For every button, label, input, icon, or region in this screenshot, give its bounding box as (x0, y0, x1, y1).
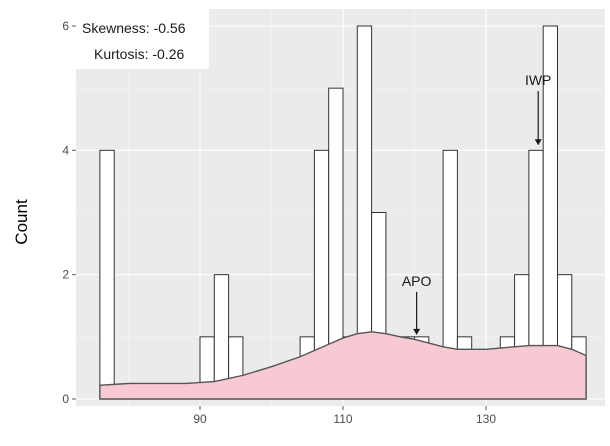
annotation-label: APO (402, 273, 432, 289)
x-tick-label: 130 (476, 412, 496, 426)
kurtosis-label: Kurtosis: -0.26 (94, 46, 184, 62)
x-tick-label: 90 (193, 412, 207, 426)
annotation-arrowhead (413, 328, 421, 335)
skewness-label: Skewness: -0.56 (82, 20, 186, 36)
y-tick-label: 6 (62, 19, 69, 33)
plot-area: 0 2 4 6 90 110 130 IWP APO (62, 9, 605, 426)
density-curve (99, 331, 587, 400)
y-tick-label: 4 (62, 143, 69, 157)
y-axis-title: Count (12, 199, 31, 245)
histogram-bar (99, 149, 115, 400)
y-tick-label: 0 (62, 392, 69, 406)
annotation-arrowhead (534, 139, 542, 146)
annotation-label: IWP (525, 72, 551, 88)
x-tick-label: 110 (333, 412, 352, 426)
stats-box: Skewness: -0.56 Kurtosis: -0.26 (76, 9, 209, 69)
stats-box-background (76, 9, 209, 69)
y-tick-label: 2 (62, 268, 69, 282)
